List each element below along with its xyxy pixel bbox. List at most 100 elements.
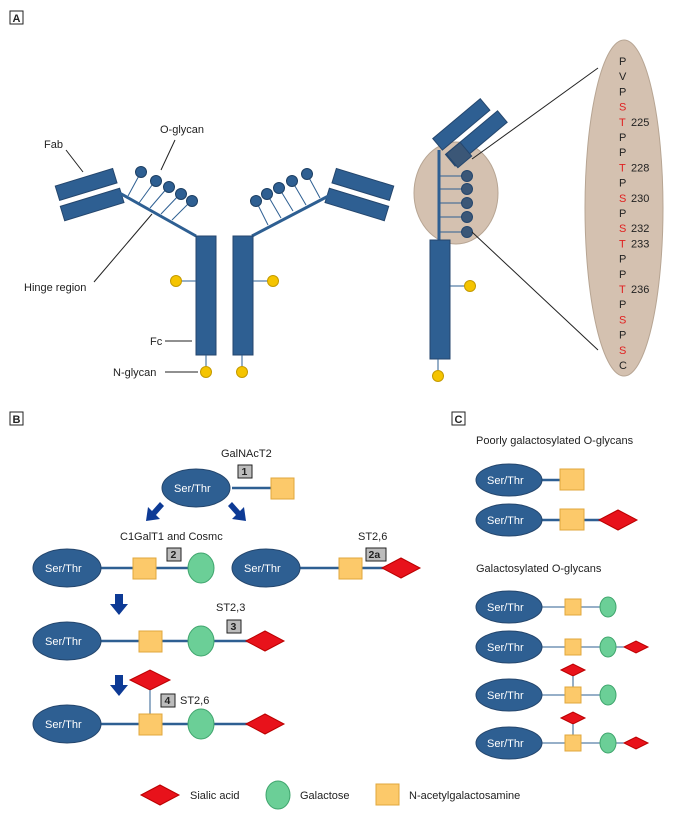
sequence-residue: P [619,269,626,281]
c-sertr-4 [475,630,543,664]
step-1-badge: 1 [242,466,248,478]
sequence-position-number: 230 [631,193,649,205]
arrow-left-diagonal [146,502,164,521]
b-sertr-3-label: Ser/Thr [45,636,82,648]
b-galnac-3 [138,630,163,653]
sequence-residue: T [619,117,626,129]
o-glycan-label: O-glycan [160,124,204,136]
c-sertr-2-label: Ser/Thr [487,515,524,527]
panel-b: B GalNAcT2 1 Ser/Thr C1GalT1 and Cosmc 2… [9,411,422,744]
b-sertr-4 [32,704,102,744]
step-2-badge: 2 [171,549,177,561]
left-hinge-line [115,189,197,238]
b-galnac-2 [132,557,157,580]
left-o-glycans [127,166,198,221]
step-2a-badge: 2a [369,549,381,561]
hinge-pointer [93,213,153,283]
sequence-position-number: 225 [631,117,649,129]
st23-label: ST2,3 [216,602,245,614]
b-sertr-2-label: Ser/Thr [45,563,82,575]
c-sialic-6 [622,736,650,750]
step-3-badge: 3 [231,621,237,633]
left-fc-chain [195,235,217,356]
c-sertr-4-label: Ser/Thr [487,642,524,654]
c-sialic-2 [597,509,639,531]
st26-label-4: ST2,6 [180,695,209,707]
b-sialic-2a [380,557,422,579]
c-sertr-6 [475,726,543,760]
panel-c: C Poorly galactosylated O-glycans Ser/Th… [451,411,650,760]
sequence-residue: P [619,147,626,159]
sequence-residue: V [619,71,627,83]
c-sertr-5 [475,678,543,712]
b-sialic-3 [244,630,286,652]
c-sertr-5-label: Ser/Thr [487,690,524,702]
sequence-ellipse [584,39,664,377]
panel-c-label: C [455,414,463,426]
sequence-residue: P [619,330,626,342]
b-sertr-2 [32,548,102,588]
c-galnac-2 [559,508,585,531]
n-glycans-left-antibody [170,275,279,378]
sequence-residue: S [619,223,626,235]
right-hinge-line [251,190,337,238]
c-sertr-2 [475,503,543,537]
legend: Sialic acid Galactose N-acetylgalactosam… [139,780,520,810]
poorly-galactosylated-title: Poorly galactosylated O-glycans [476,435,634,447]
c-sertr-3-label: Ser/Thr [487,602,524,614]
sequence-position-number: 228 [631,162,649,174]
b-sertr-4-label: Ser/Thr [45,719,82,731]
legend-sialic-label: Sialic acid [190,790,240,802]
left-fab-arm [54,167,125,222]
sequence-residue: P [619,299,626,311]
c-galactose-3 [599,596,617,618]
c-galactose-6 [599,732,617,754]
b-galnac-4 [138,713,163,736]
panel-a-label: A [13,13,21,25]
c-sialic-6-top [559,711,587,725]
c-galactose-5 [599,684,617,706]
hinge-zoom-ellipse [413,141,499,245]
sequence-position-number: 232 [631,223,649,235]
c-galnac-6 [564,734,582,752]
sequence-residue: P [619,56,626,68]
c-sialic-5-top [559,663,587,677]
b-galactose-2 [187,552,215,584]
hinge-region-label: Hinge region [24,282,86,294]
panel-b-label: B [13,414,21,426]
legend-galnac-label: N-acetylgalactosamine [409,790,520,802]
b-sertr-3 [32,621,102,661]
legend-galactose-label: Galactose [300,790,350,802]
b-galnac-2a [338,557,363,580]
zoom-line-top [471,67,599,160]
b-sertr-1 [161,468,231,508]
b-sialic-4 [244,713,286,735]
c-galnac-4 [564,638,582,656]
b-sertr-2a [231,548,301,588]
arrow-down-2 [110,675,128,696]
fc-label: Fc [150,336,163,348]
b-galactose-3 [187,625,215,657]
legend-galactose-icon [265,780,291,810]
arrow-right-diagonal [228,502,246,521]
sequence-residue: P [619,208,626,220]
c-sertr-3 [475,590,543,624]
c-galnac-5 [564,686,582,704]
c-galnac-3 [564,598,582,616]
sequence-residue: P [619,178,626,190]
sequence-residue: T [619,162,626,174]
right-o-glycans [250,168,321,226]
galnact2-label: GalNAcT2 [221,448,272,460]
zoom-line-bottom [471,231,599,351]
b-sertr-1-label: Ser/Thr [174,483,211,495]
b-sertr-2a-label: Ser/Thr [244,563,281,575]
sequence-residue: P [619,132,626,144]
sequence-residue: S [619,102,626,114]
b-galactose-4 [187,708,215,740]
sequence-residue: S [619,345,626,357]
b-galnac-1 [270,477,295,500]
right-fab-arm [324,167,395,222]
sequence-residue: T [619,284,626,296]
